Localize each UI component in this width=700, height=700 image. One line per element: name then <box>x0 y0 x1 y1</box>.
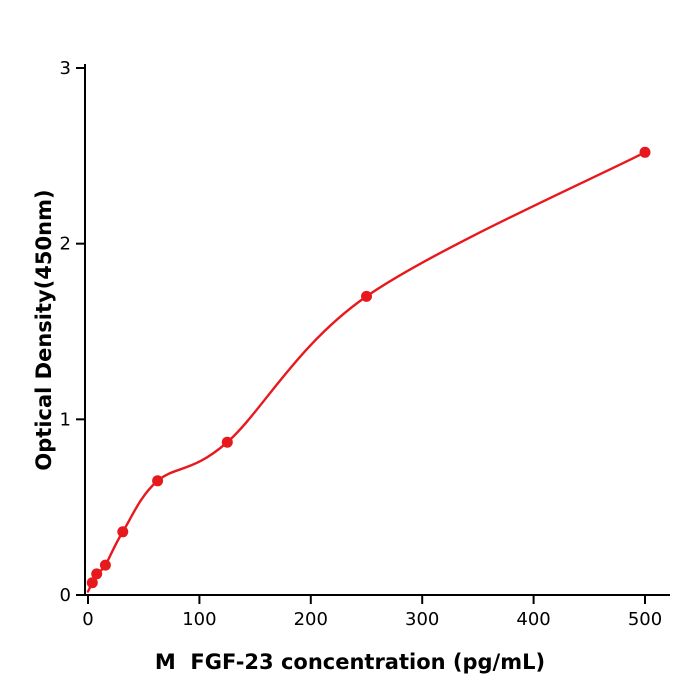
data-point <box>99 559 111 571</box>
data-point <box>86 577 98 589</box>
fit-curve <box>86 151 647 593</box>
data-point <box>361 290 372 302</box>
y-tick-label: 1 <box>60 409 71 430</box>
data-point <box>91 568 103 580</box>
y-tick-label: 2 <box>60 234 71 255</box>
data-point <box>152 475 164 487</box>
data-point <box>117 526 129 538</box>
x-tick-label: 300 <box>405 609 439 630</box>
x-tick-label: 100 <box>182 609 216 630</box>
data-point <box>221 436 233 448</box>
x-tick-label: 500 <box>628 609 662 630</box>
x-tick-label: 400 <box>516 609 550 630</box>
y-tick-label: 0 <box>60 585 71 606</box>
x-axis-title: M FGF-23 concentration (pg/mL) <box>154 650 546 674</box>
y-axis-title: Optical Density(450nm) <box>32 189 56 471</box>
data-point <box>639 146 651 158</box>
y-tick-label: 3 <box>60 58 71 79</box>
x-tick-label: 0 <box>82 609 93 630</box>
x-tick-label: 200 <box>294 609 328 630</box>
